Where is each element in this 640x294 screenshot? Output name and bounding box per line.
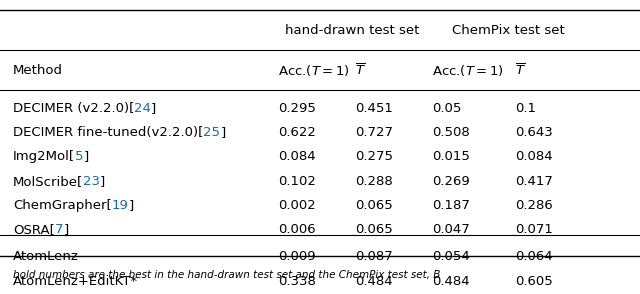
Text: DECIMER fine-tuned(v2.2.0)[: DECIMER fine-tuned(v2.2.0)[ [13, 126, 203, 139]
Text: OSRA[: OSRA[ [13, 223, 54, 236]
Text: $\overline{T}$: $\overline{T}$ [355, 63, 366, 78]
Text: ]: ] [129, 199, 134, 212]
Text: 0.1: 0.1 [515, 102, 536, 115]
Text: 0.295: 0.295 [278, 102, 316, 115]
Text: 0.071: 0.071 [515, 223, 553, 236]
Text: Acc.$(T=1)$: Acc.$(T=1)$ [432, 63, 504, 78]
Text: 0.275: 0.275 [355, 151, 393, 163]
Text: ]: ] [151, 102, 156, 115]
Text: 0.484: 0.484 [355, 275, 393, 288]
Text: 0.451: 0.451 [355, 102, 393, 115]
Text: Method: Method [13, 64, 63, 77]
Text: 0.417: 0.417 [515, 175, 553, 188]
Text: 0.054: 0.054 [432, 250, 470, 263]
Text: 0.508: 0.508 [432, 126, 470, 139]
Text: AtomLenz+EditKT*: AtomLenz+EditKT* [13, 275, 138, 288]
Text: 0.015: 0.015 [432, 151, 470, 163]
Text: 25: 25 [203, 126, 220, 139]
Text: 0.484: 0.484 [432, 275, 470, 288]
Text: 0.643: 0.643 [515, 126, 553, 139]
Text: 0.288: 0.288 [355, 175, 393, 188]
Text: ]: ] [83, 151, 89, 163]
Text: 19: 19 [111, 199, 129, 212]
Text: 0.002: 0.002 [278, 199, 316, 212]
Text: 0.009: 0.009 [278, 250, 316, 263]
Text: 0.338: 0.338 [278, 275, 316, 288]
Text: 0.065: 0.065 [355, 199, 393, 212]
Text: 0.087: 0.087 [355, 250, 393, 263]
Text: ]: ] [100, 175, 106, 188]
Text: 0.084: 0.084 [278, 151, 316, 163]
Text: DECIMER (v2.2.0)[: DECIMER (v2.2.0)[ [13, 102, 134, 115]
Text: $\overline{T}$: $\overline{T}$ [515, 63, 526, 78]
Text: 7: 7 [54, 223, 63, 236]
Text: bold numbers are the best in the hand-drawn test set and the ChemPix test set, B: bold numbers are the best in the hand-dr… [13, 270, 440, 280]
Text: 0.065: 0.065 [355, 223, 393, 236]
Text: 0.622: 0.622 [278, 126, 316, 139]
Text: ]: ] [63, 223, 68, 236]
Text: ]: ] [220, 126, 225, 139]
Text: 23: 23 [83, 175, 100, 188]
Text: 0.102: 0.102 [278, 175, 316, 188]
Text: AtomLenz: AtomLenz [13, 250, 79, 263]
Text: 0.727: 0.727 [355, 126, 393, 139]
Text: 0.05: 0.05 [432, 102, 461, 115]
Text: 5: 5 [75, 151, 83, 163]
Text: ChemPix test set: ChemPix test set [452, 24, 565, 37]
Text: 0.006: 0.006 [278, 223, 316, 236]
Text: hand-drawn test set: hand-drawn test set [285, 24, 419, 37]
Text: 0.269: 0.269 [432, 175, 470, 188]
Text: Acc.$(T=1)$: Acc.$(T=1)$ [278, 63, 350, 78]
Text: MolScribe[: MolScribe[ [13, 175, 83, 188]
Text: Img2Mol[: Img2Mol[ [13, 151, 75, 163]
Text: ChemGrapher[: ChemGrapher[ [13, 199, 111, 212]
Text: 0.605: 0.605 [515, 275, 553, 288]
Text: 0.064: 0.064 [515, 250, 553, 263]
Text: 0.286: 0.286 [515, 199, 553, 212]
Text: 24: 24 [134, 102, 151, 115]
Text: 0.047: 0.047 [432, 223, 470, 236]
Text: 0.187: 0.187 [432, 199, 470, 212]
Text: 0.084: 0.084 [515, 151, 553, 163]
